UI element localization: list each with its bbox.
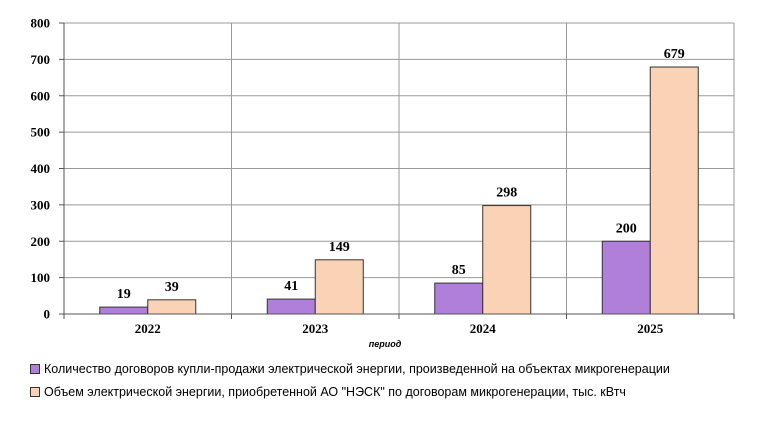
x-tick-label-2024: 2024 [470, 321, 497, 336]
x-tick-label-2023: 2023 [302, 321, 329, 336]
y-tick-label: 300 [31, 197, 51, 212]
legend-label-1: Объем электрической энергии, приобретенн… [44, 385, 626, 399]
y-tick-label: 600 [31, 88, 51, 103]
bar-2022-series-0 [99, 306, 149, 315]
legend-label-0: Количество договоров купли-продажи элект… [44, 362, 670, 376]
bars [99, 66, 699, 315]
data-label-2024-series-1: 298 [496, 186, 517, 201]
legend-item-0: Количество договоров купли-продажи элект… [30, 362, 670, 376]
data-label-2023-series-1: 149 [329, 240, 350, 255]
bar-2024-series-1 [482, 205, 532, 315]
legend-swatch-1 [30, 387, 40, 397]
x-axis-label: период [369, 339, 402, 349]
data-label-2023-series-0: 41 [284, 279, 298, 294]
y-tick-label: 200 [31, 234, 51, 249]
gridlines [64, 22, 735, 314]
x-tick-label-2025: 2025 [637, 321, 664, 336]
x-tick-labels: 2022 2023 2024 2025 [135, 321, 664, 336]
data-label-2025-series-0: 200 [616, 221, 637, 236]
bar-2022-series-1 [147, 299, 197, 315]
axes [59, 22, 735, 319]
y-tick-label: 500 [31, 125, 51, 140]
bar-2025-series-1 [649, 66, 699, 315]
data-labels: 19 39 41 149 85 298 200 679 [117, 47, 685, 302]
y-tick-label: 700 [31, 52, 51, 67]
y-tick-label: 800 [31, 16, 51, 31]
y-tick-label: 100 [31, 270, 51, 285]
y-tick-label: 400 [31, 161, 51, 176]
data-label-2022-series-0: 19 [117, 287, 131, 302]
x-tick-label-2022: 2022 [135, 321, 161, 336]
y-tick-label: 0 [44, 307, 51, 322]
data-label-2022-series-1: 39 [165, 280, 179, 295]
legend-swatch-0 [30, 364, 40, 374]
legend-item-1: Объем электрической энергии, приобретенн… [30, 385, 626, 399]
bar-2025-series-0 [601, 240, 651, 315]
data-label-2024-series-0: 85 [452, 263, 466, 278]
bar-2024-series-0 [434, 282, 484, 315]
bar-2023-series-1 [314, 259, 364, 315]
y-tick-labels: 0 100 200 300 400 500 600 700 800 [31, 16, 51, 322]
data-label-2025-series-1: 679 [664, 47, 685, 62]
bar-2023-series-0 [266, 298, 316, 315]
